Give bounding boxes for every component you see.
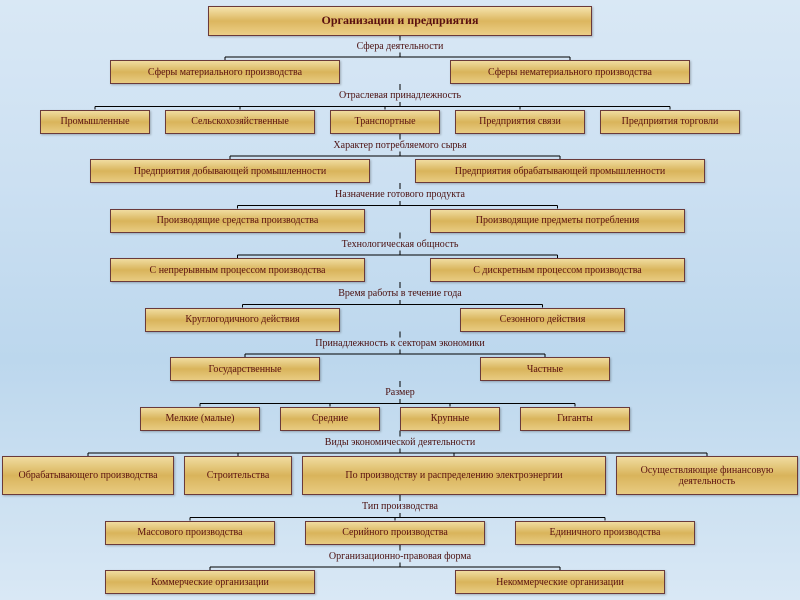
category-label: Назначение готового продукта — [0, 189, 800, 200]
classification-box: Мелкие (малые) — [140, 407, 260, 431]
classification-box: Осуществляющие финансовую деятельность — [616, 456, 798, 495]
category-label: Сфера деятельности — [0, 41, 800, 52]
classification-box: Производящие предметы потребления — [430, 209, 685, 233]
classification-box: Сферы нематериального производства — [450, 60, 690, 84]
classification-box: Строительства — [184, 456, 292, 495]
category-label: Отраслевая принадлежность — [0, 90, 800, 101]
classification-box: Сельскохозяйственные — [165, 110, 315, 134]
classification-box: Сферы материального производства — [110, 60, 340, 84]
classification-box: Предприятия обрабатывающей промышленност… — [415, 159, 705, 183]
classification-box: Сезонного действия — [460, 308, 625, 332]
classification-box: Серийного производства — [305, 521, 485, 545]
category-label: Тип производства — [0, 501, 800, 512]
classification-box: Круглогодичного действия — [145, 308, 340, 332]
category-label: Технологическая общность — [0, 239, 800, 250]
classification-box: Частные — [480, 357, 610, 381]
classification-box: С дискретным процессом производства — [430, 258, 685, 282]
classification-box: Предприятия связи — [455, 110, 585, 134]
classification-box: Промышленные — [40, 110, 150, 134]
classification-box: Производящие средства производства — [110, 209, 365, 233]
category-label: Время работы в течение года — [0, 288, 800, 299]
classification-box: Обрабатывающего производства — [2, 456, 174, 495]
classification-box: Единичного производства — [515, 521, 695, 545]
category-label: Виды экономической деятельности — [0, 437, 800, 448]
classification-box: Транспортные — [330, 110, 440, 134]
classification-box: Некоммерческие организации — [455, 570, 665, 594]
classification-box: Коммерческие организации — [105, 570, 315, 594]
classification-box: Предприятия добывающей промышленности — [90, 159, 370, 183]
classification-box: С непрерывным процессом производства — [110, 258, 365, 282]
category-label: Организационно-правовая форма — [0, 551, 800, 562]
category-label: Характер потребляемого сырья — [0, 140, 800, 151]
classification-box: Государственные — [170, 357, 320, 381]
category-label: Размер — [0, 387, 800, 398]
classification-box: Гиганты — [520, 407, 630, 431]
classification-box: Средние — [280, 407, 380, 431]
diagram-title: Организации и предприятия — [208, 6, 592, 36]
classification-box: Крупные — [400, 407, 500, 431]
classification-box: Предприятия торговли — [600, 110, 740, 134]
category-label: Принадлежность к секторам экономики — [0, 338, 800, 349]
classification-box: Массового производства — [105, 521, 275, 545]
classification-box: По производству и распределению электроэ… — [302, 456, 606, 495]
